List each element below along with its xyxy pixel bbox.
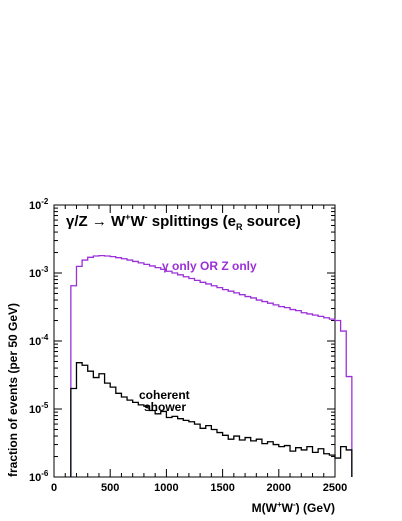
y-tick-label: 10-5 — [29, 401, 49, 416]
x-tick-labels: 0 500 1000 1500 2000 2500 — [51, 482, 347, 494]
y-tick-labels: 10-6 10-5 10-4 10-3 10-2 — [29, 197, 49, 484]
x-tick-label: 500 — [101, 482, 119, 494]
chart-title: γ/Z → W+W- splittings (eR source) — [66, 212, 301, 232]
y-tick-label: 10-2 — [29, 197, 49, 212]
x-axis-title: M(W+W-) (GeV) — [252, 500, 335, 515]
series-line-gamma-or-z — [70, 254, 353, 477]
axis-ticks — [53, 204, 336, 478]
x-tick-label: 1000 — [154, 482, 178, 494]
y-tick-label: 10-6 — [29, 469, 49, 484]
series-label-coherent-line2: shower — [144, 400, 186, 414]
x-tick-label: 2000 — [267, 482, 291, 494]
x-tick-label: 2500 — [323, 482, 347, 494]
y-tick-label: 10-3 — [29, 265, 49, 280]
x-tick-label: 1500 — [210, 482, 234, 494]
x-tick-label: 0 — [51, 482, 57, 494]
series-label-gamma-or-z: γ only OR Z only — [162, 259, 257, 273]
series-label-coherent-line1: coherent — [139, 388, 190, 402]
y-tick-label: 10-4 — [29, 333, 49, 348]
y-axis-title: fraction of events (per 50 GeV) — [6, 303, 20, 477]
series-line-coherent-shower — [70, 362, 353, 477]
